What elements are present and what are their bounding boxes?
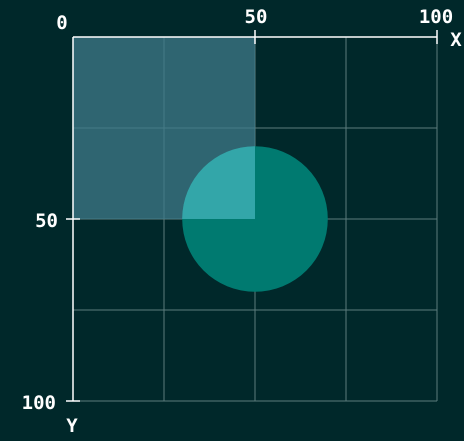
overlap-region [182, 146, 255, 219]
y-axis-name: Y [66, 415, 78, 437]
x-tick-label-100: 100 [419, 6, 453, 28]
x-tick-label-50: 50 [245, 6, 268, 28]
axes [66, 30, 438, 402]
x-axis-name: X [450, 29, 462, 51]
x-tick-label-0: 0 [56, 12, 67, 34]
y-tick-label-50: 50 [35, 210, 58, 232]
y-tick-label-100: 100 [22, 392, 56, 414]
